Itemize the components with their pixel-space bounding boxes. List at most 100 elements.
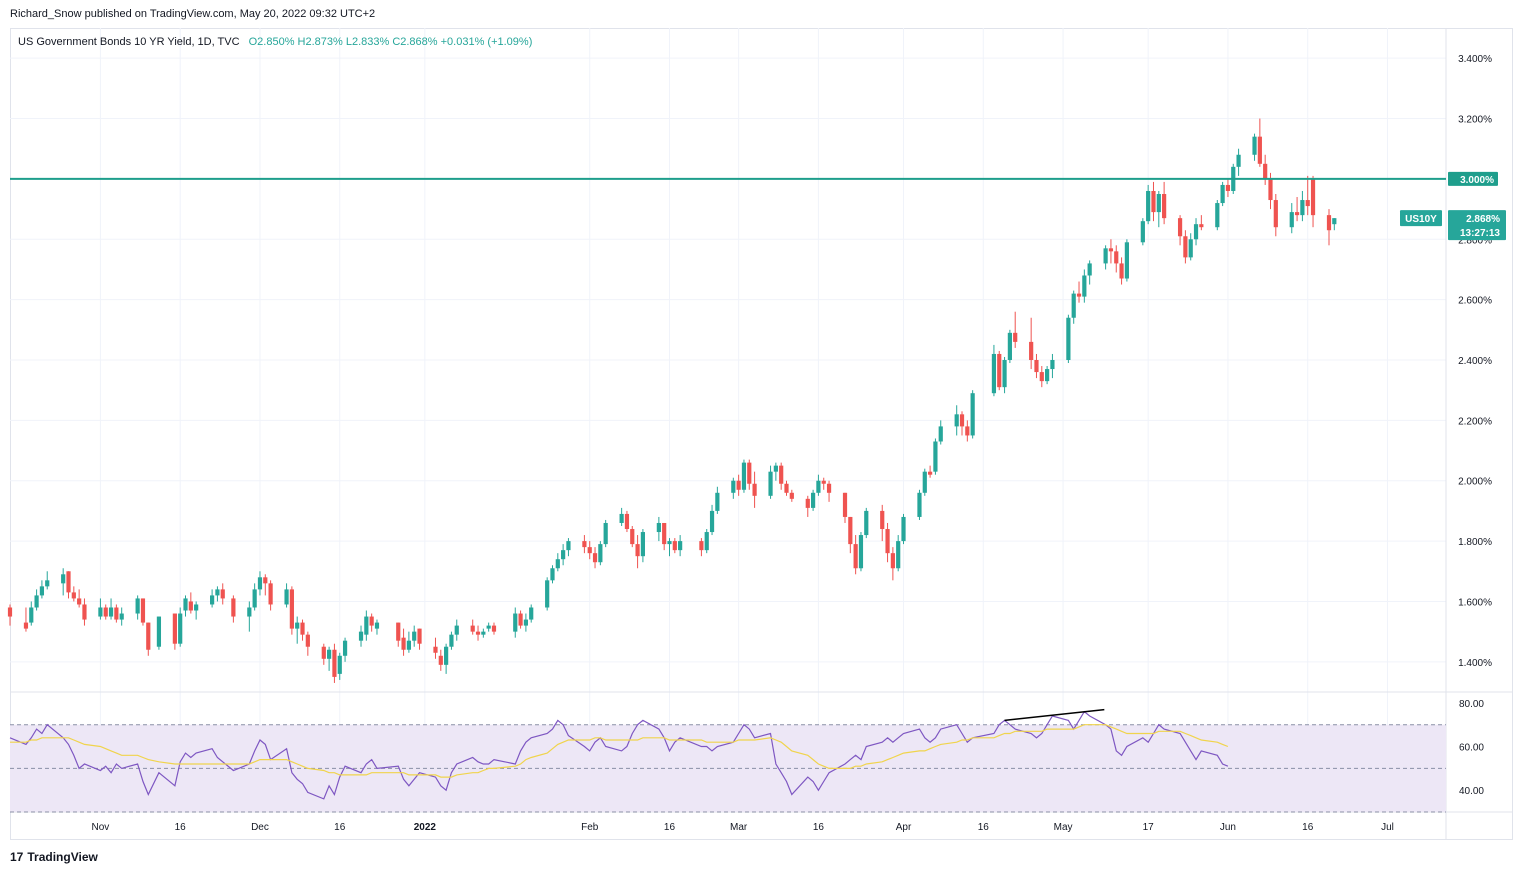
candle-body[interactable] [864,510,869,536]
candle-body[interactable] [603,522,608,545]
candle-body[interactable] [816,480,821,493]
candle-body[interactable] [709,510,715,533]
candle-body[interactable] [890,553,895,569]
candle-body[interactable] [933,441,938,472]
candle-body[interactable] [454,625,459,635]
candle-body[interactable] [108,607,114,617]
candle-body[interactable] [954,414,959,427]
candle-body[interactable] [146,622,151,650]
candle-body[interactable] [337,655,342,674]
candle-body[interactable] [34,595,39,608]
candle-body[interactable] [438,655,443,665]
candle-body[interactable] [1294,212,1300,216]
candle-body[interactable] [374,622,380,629]
candle-body[interactable] [433,646,438,653]
rsi-divergence-trendline[interactable] [1004,708,1105,722]
candle-body[interactable] [805,498,810,508]
candle-body[interactable] [1124,242,1129,279]
candle-body[interactable] [731,480,736,493]
candle-body[interactable] [545,580,550,608]
candle-body[interactable] [1300,200,1305,216]
candle-body[interactable] [119,613,124,620]
candle-body[interactable] [699,541,704,551]
candle-body[interactable] [624,513,630,530]
candle-body[interactable] [1108,248,1114,252]
candle-body[interactable] [922,471,927,493]
candle-body[interactable] [321,646,326,659]
candle-body[interactable] [810,492,816,508]
candle-body[interactable] [938,426,943,442]
candle-body[interactable] [289,589,294,629]
candle-body[interactable] [1188,239,1193,258]
candle-body[interactable] [640,532,646,557]
candle-body[interactable] [188,601,193,611]
tradingview-brand[interactable]: 17 TradingView [10,850,98,864]
candle-body[interactable] [1087,263,1092,276]
candle-body[interactable] [513,613,518,632]
candle-body[interactable] [959,414,965,427]
candle-body[interactable] [630,529,635,545]
candle-body[interactable] [284,589,289,605]
candle-body[interactable] [39,586,45,596]
candle-body[interactable] [598,544,603,563]
candle-body[interactable] [853,544,858,569]
candle-body[interactable] [364,616,369,635]
candle-body[interactable] [550,568,555,581]
candle-body[interactable] [369,616,374,626]
candle-body[interactable] [172,613,177,644]
candle-body[interactable] [1140,221,1145,243]
candle-body[interactable] [71,592,76,599]
candle-body[interactable] [183,598,188,611]
candle-body[interactable] [475,631,481,635]
candle-body[interactable] [396,622,401,641]
candle-body[interactable] [444,646,449,665]
candle-body[interactable] [566,541,571,551]
candle-body[interactable] [768,471,773,496]
candle-body[interactable] [295,622,300,629]
candle-body[interactable] [486,625,491,629]
candle-body[interactable] [358,631,364,641]
candle-body[interactable] [885,529,890,554]
candle-body[interactable] [826,483,832,493]
candle-body[interactable] [619,513,624,523]
candle-body[interactable] [736,480,741,490]
candle-body[interactable] [77,598,82,605]
candle-body[interactable] [1215,203,1220,228]
candle-body[interactable] [779,465,784,484]
candle-body[interactable] [741,462,747,490]
candle-body[interactable] [752,483,757,496]
candle-body[interactable] [178,613,183,644]
candle-body[interactable] [220,589,225,599]
candle-body[interactable] [66,571,71,593]
candle-body[interactable] [98,607,103,617]
candle-body[interactable] [1156,194,1161,213]
candle-body[interactable] [821,480,826,484]
candle-body[interactable] [1151,190,1156,213]
candle-body[interactable] [140,598,146,623]
candle-body[interactable] [29,607,34,623]
candle-body[interactable] [1039,372,1044,382]
candle-body[interactable] [156,616,162,647]
candle-body[interactable] [1076,293,1082,297]
candle-body[interactable] [1332,218,1337,225]
candle-body[interactable] [997,353,1002,388]
candle-body[interactable] [263,577,268,584]
candle-body[interactable] [656,522,661,533]
candle-body[interactable] [215,589,220,596]
candle-body[interactable] [1045,369,1050,382]
candle-body[interactable] [401,637,406,650]
candle-body[interactable] [842,492,848,517]
candle-body[interactable] [917,492,922,517]
candle-body[interactable] [678,541,683,551]
candle-body[interactable] [406,640,411,650]
candle-body[interactable] [928,471,933,475]
candle-body[interactable] [1326,215,1332,231]
candle-body[interactable] [114,607,119,620]
candle-body[interactable] [1119,263,1124,279]
candle-body[interactable] [412,631,417,641]
candle-body[interactable] [268,583,273,605]
candle-body[interactable] [901,516,906,542]
candle-body[interactable] [210,595,215,605]
symbol-legend[interactable]: US Government Bonds 10 YR Yield, 1D, TVC… [18,36,532,48]
candle-body[interactable] [7,607,13,617]
